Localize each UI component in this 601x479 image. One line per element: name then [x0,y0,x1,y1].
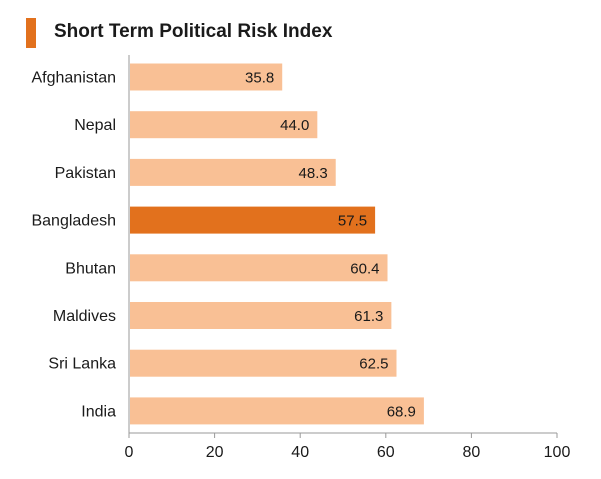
x-tick-label-20: 20 [206,444,224,461]
chart-title: Short Term Political Risk Index [54,21,333,42]
bar-sri-lanka [130,349,397,377]
value-label-pakistan: 48.3 [299,165,328,182]
value-label-india: 68.9 [387,403,416,420]
x-tick-label-0: 0 [125,444,134,461]
category-label-bangladesh: Bangladesh [31,213,116,230]
category-label-afghanistan: Afghanistan [31,70,116,87]
value-label-bhutan: 60.4 [350,260,379,277]
x-tick-label-40: 40 [291,444,309,461]
value-label-bangladesh: 57.5 [338,213,367,230]
title-accent-bar [26,18,36,48]
bar-afghanistan [130,63,283,91]
x-tick-label-60: 60 [377,444,395,461]
bar-bhutan [130,254,388,282]
bar-maldives [130,302,392,329]
value-label-maldives: 61.3 [354,308,383,325]
bar-india [130,397,424,425]
category-label-bhutan: Bhutan [65,260,116,277]
value-label-afghanistan: 35.8 [245,70,274,87]
x-tick-label-80: 80 [463,444,481,461]
bar-nepal [130,111,318,139]
bar-bangladesh [130,206,376,234]
x-tick-label-100: 100 [544,444,571,461]
category-label-nepal: Nepal [74,117,116,134]
value-label-sri-lanka: 62.5 [359,356,388,373]
value-label-nepal: 44.0 [280,117,309,134]
category-label-pakistan: Pakistan [55,165,116,182]
category-label-sri-lanka: Sri Lanka [48,356,116,373]
category-label-maldives: Maldives [53,308,116,325]
bar-pakistan [130,158,336,186]
category-label-india: India [81,403,116,420]
